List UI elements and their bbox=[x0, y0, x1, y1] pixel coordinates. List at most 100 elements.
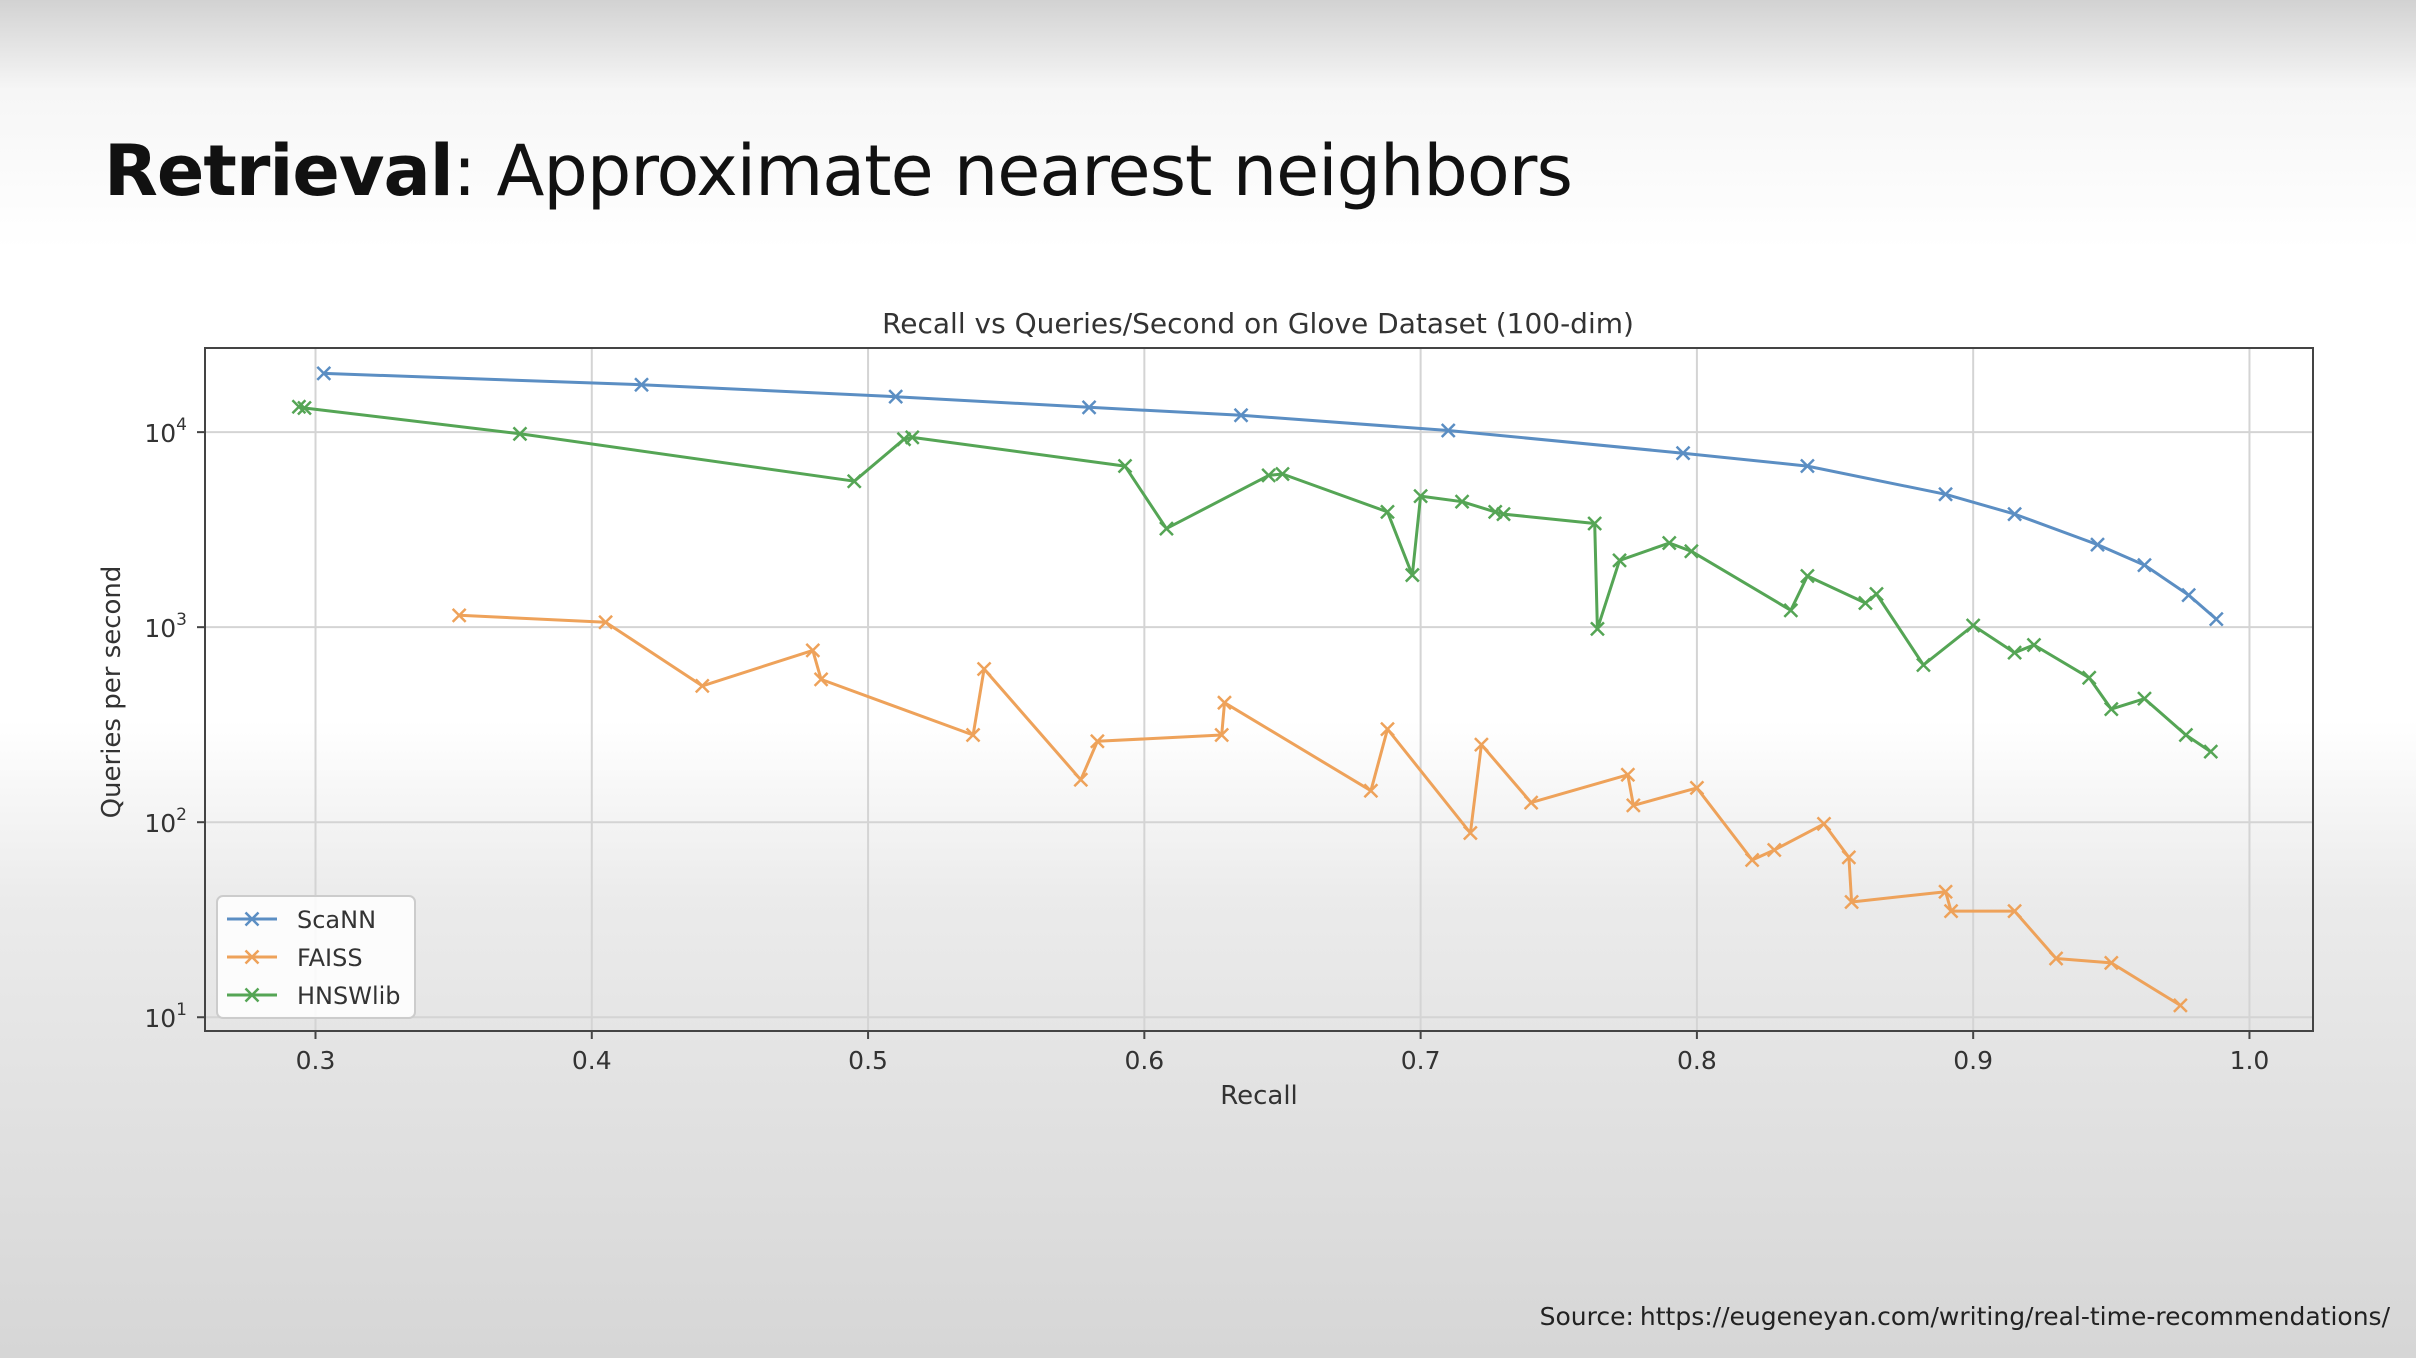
data-point-hnswlib bbox=[904, 429, 920, 445]
data-point-scann bbox=[2208, 611, 2224, 627]
grid-lines bbox=[205, 348, 2313, 1031]
legend-marker bbox=[244, 911, 260, 927]
data-point-hnswlib bbox=[1858, 595, 1873, 611]
legend-item-hnswlib: HNSWlib bbox=[227, 982, 401, 1010]
source-label: Source: bbox=[1539, 1302, 1634, 1331]
data-point-hnswlib bbox=[1404, 567, 1420, 583]
data-point-scann bbox=[634, 377, 649, 393]
data-point-faiss bbox=[451, 607, 467, 623]
data-point-faiss bbox=[1938, 884, 1953, 900]
data-point-hnswlib bbox=[1587, 516, 1603, 531]
data-point-hnswlib bbox=[1661, 535, 1677, 551]
y-tick-label: 102 bbox=[144, 805, 187, 838]
data-point-hnswlib bbox=[2026, 637, 2042, 653]
slide-title: Retrieval: Approximate nearest neighbors bbox=[104, 130, 1573, 212]
source-citation: Source: https://eugeneyan.com/writing/rea… bbox=[1540, 1302, 2390, 1331]
series-line-scann bbox=[323, 371, 2218, 621]
data-point-hnswlib bbox=[2178, 727, 2194, 743]
data-point-faiss bbox=[1841, 850, 1857, 865]
legend-box bbox=[216, 895, 416, 1019]
x-tick-label: 0.4 bbox=[572, 1046, 612, 1075]
data-point-faiss bbox=[1766, 842, 1782, 858]
data-point-faiss bbox=[1089, 733, 1105, 749]
data-point-faiss bbox=[1625, 797, 1641, 813]
data-point-scann bbox=[2137, 557, 2152, 573]
data-point-faiss bbox=[813, 671, 829, 687]
data-point-faiss bbox=[1217, 695, 1232, 711]
data-point-faiss bbox=[1462, 825, 1478, 841]
data-point-hnswlib bbox=[1380, 504, 1395, 520]
legend-label: ScaNN bbox=[297, 906, 376, 934]
data-point-scann bbox=[1440, 423, 1456, 438]
data-point-hnswlib bbox=[1965, 618, 1981, 633]
data-point-faiss bbox=[2173, 998, 2188, 1013]
data-point-hnswlib bbox=[2081, 670, 2097, 686]
data-point-hnswlib bbox=[2007, 645, 2023, 661]
y-tick-label: 103 bbox=[144, 610, 187, 643]
series-scann bbox=[316, 366, 2224, 627]
data-point-hnswlib bbox=[1487, 504, 1503, 520]
plot-frame bbox=[204, 347, 2314, 1032]
data-point-faiss bbox=[1844, 894, 1860, 910]
data-point-scann bbox=[2181, 587, 2197, 603]
data-point-faiss bbox=[965, 727, 981, 743]
legend-label: FAISS bbox=[297, 944, 363, 972]
data-point-faiss bbox=[1363, 783, 1379, 799]
data-point-hnswlib bbox=[1454, 494, 1470, 510]
x-axis-ticks: 0.3 0.4 0.5 0.6 0.7 0.8 0.9 1.0 bbox=[296, 1031, 2270, 1075]
data-point-hnswlib bbox=[291, 399, 307, 415]
data-point-hnswlib bbox=[1869, 586, 1884, 602]
data-point-faiss bbox=[2103, 955, 2119, 971]
data-point-hnswlib bbox=[1117, 458, 1133, 474]
series-layer bbox=[291, 366, 2224, 1013]
data-point-hnswlib bbox=[1413, 488, 1429, 504]
data-point-faiss bbox=[1943, 903, 1959, 919]
data-point-hnswlib bbox=[1159, 521, 1174, 537]
x-tick-label: 0.8 bbox=[1677, 1046, 1717, 1075]
data-point-hnswlib bbox=[297, 400, 312, 416]
data-point-hnswlib bbox=[2103, 701, 2119, 717]
data-point-hnswlib bbox=[1612, 552, 1627, 568]
legend-label: HNSWlib bbox=[297, 982, 401, 1010]
data-point-hnswlib bbox=[846, 473, 862, 489]
data-point-scann bbox=[1081, 399, 1097, 415]
x-axis-label: Recall bbox=[1220, 1081, 1298, 1111]
legend-marker bbox=[244, 987, 260, 1003]
x-tick-label: 0.7 bbox=[1401, 1046, 1441, 1075]
slide-title-rest: : Approximate nearest neighbors bbox=[452, 130, 1573, 212]
y-tick-label: 101 bbox=[144, 1000, 187, 1033]
data-point-faiss bbox=[1523, 795, 1539, 811]
legend-item-faiss: FAISS bbox=[227, 944, 363, 972]
data-point-hnswlib bbox=[2203, 744, 2219, 760]
x-tick-label: 0.9 bbox=[1953, 1046, 1993, 1075]
data-point-faiss bbox=[1689, 780, 1705, 796]
series-hnswlib bbox=[291, 399, 2219, 760]
y-axis-label: Queries per second bbox=[97, 566, 127, 819]
data-point-faiss bbox=[2048, 951, 2064, 966]
data-point-faiss bbox=[1816, 816, 1832, 832]
data-point-faiss bbox=[694, 678, 710, 694]
x-tick-label: 1.0 bbox=[2230, 1046, 2270, 1075]
legend-marker bbox=[244, 949, 260, 965]
chart-title: Recall vs Queries/Second on Glove Datase… bbox=[882, 307, 1634, 340]
legend-item-scann: ScaNN bbox=[227, 906, 376, 934]
y-tick-label: 104 bbox=[144, 415, 187, 448]
source-link[interactable]: https://eugeneyan.com/writing/real-time-… bbox=[1639, 1302, 2390, 1331]
data-point-hnswlib bbox=[1800, 568, 1815, 584]
legend: ScaNN FAISS HNSWlib bbox=[216, 895, 416, 1019]
data-point-scann bbox=[2007, 506, 2023, 522]
data-point-faiss bbox=[1474, 737, 1489, 752]
data-point-hnswlib bbox=[1590, 621, 1605, 637]
x-tick-label: 0.6 bbox=[1124, 1046, 1164, 1075]
data-point-scann bbox=[1800, 458, 1815, 474]
series-faiss bbox=[451, 607, 2188, 1013]
data-point-hnswlib bbox=[1261, 468, 1277, 483]
data-point-hnswlib bbox=[1683, 543, 1699, 559]
data-point-faiss bbox=[598, 614, 613, 630]
data-point-faiss bbox=[805, 643, 821, 658]
data-point-faiss bbox=[1380, 721, 1395, 737]
data-point-faiss bbox=[1744, 852, 1760, 868]
data-point-scann bbox=[316, 366, 332, 381]
x-tick-label: 0.3 bbox=[296, 1046, 336, 1075]
